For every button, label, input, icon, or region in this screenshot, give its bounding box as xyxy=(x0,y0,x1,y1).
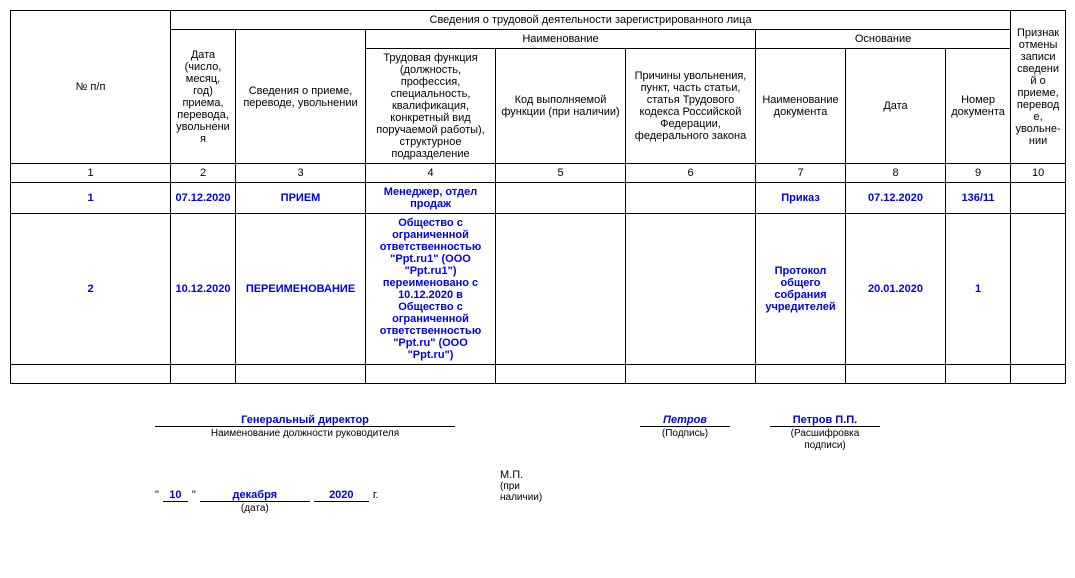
sig-mp-label: М.П. xyxy=(500,469,560,481)
col-header-docnum: Номер документа xyxy=(946,49,1011,164)
sig-name-value: Петров П.П. xyxy=(770,414,880,427)
col-header-func: Трудовая функция (должность, профессия, … xyxy=(366,49,496,164)
quote-close: " xyxy=(192,489,196,501)
cell-docdate: 20.01.2020 xyxy=(846,214,946,365)
col-header-number: № п/п xyxy=(11,11,171,164)
cell-event: ПРИЕМ xyxy=(236,183,366,214)
colnum-9: 9 xyxy=(946,164,1011,183)
sig-g: г. xyxy=(373,489,379,501)
cell-cancel xyxy=(1011,183,1066,214)
cell-event: ПЕРЕИМЕНОВАНИЕ xyxy=(236,214,366,365)
col-header-code: Код выполняемой функции (при наличии) xyxy=(496,49,626,164)
colnum-6: 6 xyxy=(626,164,756,183)
sig-mp: М.П. (при наличии) xyxy=(500,469,560,503)
employment-records-table: № п/п Сведения о трудовой деятельности з… xyxy=(10,10,1066,384)
col-header-naimenovanie: Наименование xyxy=(366,30,756,49)
cell-code xyxy=(496,183,626,214)
cell-code xyxy=(496,214,626,365)
sig-sign: Петров (Подпись) xyxy=(640,414,730,439)
col-header-cancel: Признак отмены записи сведений о приеме,… xyxy=(1011,11,1066,164)
table-row-empty xyxy=(11,365,1066,384)
sig-date: " 10 " декабря (дата) 2020 г. xyxy=(155,489,379,514)
colnum-7: 7 xyxy=(756,164,846,183)
cell-docnum: 136/11 xyxy=(946,183,1011,214)
cell-reason xyxy=(626,183,756,214)
sig-date-caption: (дата) xyxy=(241,503,269,514)
sig-name-caption: (Расшифровка подписи) xyxy=(791,428,860,451)
col-header-date: Дата (число, месяц, год) приема, перевод… xyxy=(171,30,236,164)
cell-cancel xyxy=(1011,214,1066,365)
cell-docnum: 1 xyxy=(946,214,1011,365)
sig-mp-note: (при наличии) xyxy=(500,481,560,503)
colnum-1: 1 xyxy=(11,164,171,183)
signature-block: Генеральный директор Наименование должно… xyxy=(10,414,1065,534)
col-header-event: Сведения о приеме, переводе, увольнении xyxy=(236,30,366,164)
col-header-top: Сведения о трудовой деятельности зарегис… xyxy=(171,11,1011,30)
cell-date: 10.12.2020 xyxy=(171,214,236,365)
sig-sign-value: Петров xyxy=(640,414,730,427)
cell-docname: Протокол общего собрания учредителей xyxy=(756,214,846,365)
cell-func: Общество с ограниченной ответственностью… xyxy=(366,214,496,365)
colnum-2: 2 xyxy=(171,164,236,183)
cell-n: 1 xyxy=(11,183,171,214)
colnum-4: 4 xyxy=(366,164,496,183)
col-header-docname: Наименование документа xyxy=(756,49,846,164)
sig-year: 2020 xyxy=(314,489,369,502)
col-header-docdate: Дата xyxy=(846,49,946,164)
sig-name: Петров П.П. (Расшифровка подписи) xyxy=(770,414,880,451)
sig-sign-caption: (Подпись) xyxy=(662,428,708,439)
colnum-8: 8 xyxy=(846,164,946,183)
cell-docdate: 07.12.2020 xyxy=(846,183,946,214)
table-row: 2 10.12.2020 ПЕРЕИМЕНОВАНИЕ Общество с о… xyxy=(11,214,1066,365)
sig-position: Генеральный директор Наименование должно… xyxy=(155,414,455,439)
cell-docname: Приказ xyxy=(756,183,846,214)
sig-position-value: Генеральный директор xyxy=(155,414,455,427)
cell-reason xyxy=(626,214,756,365)
sig-position-caption: Наименование должности руководителя xyxy=(211,428,399,439)
colnum-10: 10 xyxy=(1011,164,1066,183)
quote-open: " xyxy=(155,489,159,501)
sig-month: декабря xyxy=(200,489,310,502)
colnum-3: 3 xyxy=(236,164,366,183)
cell-func: Менеджер, отдел продаж xyxy=(366,183,496,214)
col-header-osnovanie: Основание xyxy=(756,30,1011,49)
col-header-reason: Причины увольнения, пункт, часть статьи,… xyxy=(626,49,756,164)
cell-date: 07.12.2020 xyxy=(171,183,236,214)
table-row: 1 07.12.2020 ПРИЕМ Менеджер, отдел прода… xyxy=(11,183,1066,214)
sig-day: 10 xyxy=(163,489,188,502)
colnum-5: 5 xyxy=(496,164,626,183)
cell-n: 2 xyxy=(11,214,171,365)
